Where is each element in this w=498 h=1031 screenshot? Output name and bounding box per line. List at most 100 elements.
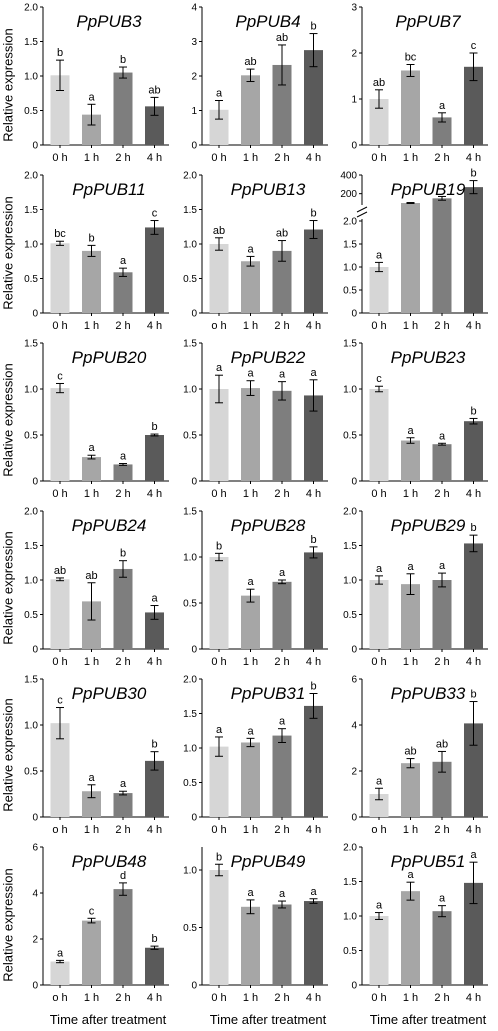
bar (241, 742, 260, 817)
significance-letter: b (310, 534, 316, 546)
panel-title: PpPUB48 (72, 852, 147, 871)
y-axis-label-row-6: Relative expression (0, 850, 16, 1000)
significance-letter: ab (244, 56, 256, 68)
y-tick-label: 2 (351, 767, 357, 778)
bar (304, 901, 323, 985)
significance-letter: b (151, 421, 157, 433)
panel-title: PpPUB13 (231, 180, 306, 199)
y-axis-label-row-5: Relative expression (0, 680, 16, 830)
bar (369, 794, 389, 817)
x-tick-label: 0 h (211, 656, 226, 668)
x-tick-label: 1 h (243, 488, 258, 500)
bar (209, 244, 229, 313)
bar (113, 272, 133, 313)
significance-letter: a (470, 849, 477, 861)
panel-title: PpPUB24 (72, 516, 147, 535)
bar (304, 395, 323, 481)
bar (82, 250, 101, 313)
significance-letter: a (57, 947, 64, 959)
y-tick-label: 0 (32, 981, 38, 992)
significance-letter: d (120, 870, 126, 882)
bar (241, 388, 260, 481)
y-tick-label: 400 (340, 171, 357, 182)
axis-break-mark (356, 211, 368, 218)
y-tick-label: 0 (351, 645, 357, 656)
bar (209, 557, 229, 649)
bar (401, 70, 420, 145)
significance-letter: c (57, 695, 63, 707)
bar (145, 612, 164, 649)
significance-letter: a (88, 772, 95, 784)
significance-letter: b (470, 168, 476, 180)
panel-PpPUB51: 0 0.5 1.0 1.5 2.0 a 0 h a 1 h a 2 h a 4 h PpPUB51 (343, 843, 488, 1004)
significance-letter: a (120, 778, 127, 790)
significance-letter: a (151, 593, 158, 605)
bar (304, 229, 323, 313)
panel-title: PpPUB19 (391, 180, 466, 199)
bar (113, 889, 133, 985)
y-tick-label: 0 (191, 645, 197, 656)
bar (113, 72, 133, 145)
x-tick-label: 2 h (274, 992, 289, 1004)
significance-letter: a (247, 243, 254, 255)
y-tick-label: 200 (340, 189, 357, 200)
significance-letter: b (470, 689, 476, 701)
x-tick-label: 0 h (52, 320, 67, 332)
x-tick-label: 1 h (84, 488, 99, 500)
bar (369, 99, 389, 145)
y-axis-label: Relative expression (0, 363, 16, 477)
panel-title: PpPUB7 (395, 12, 461, 31)
x-tick-label: 1 h (403, 656, 418, 668)
significance-letter: c (152, 208, 158, 220)
bar (304, 552, 323, 649)
bar (241, 75, 260, 145)
x-tick-label: 2 h (434, 488, 449, 500)
significance-letter: b (120, 548, 126, 560)
significance-letter: a (407, 425, 414, 437)
x-tick-label: 2 h (115, 488, 130, 500)
x-tick-label: 0 h (371, 320, 386, 332)
bar (113, 568, 133, 649)
significance-letter: a (247, 368, 254, 380)
bar (464, 187, 483, 313)
x-tick-label: 4 h (147, 152, 162, 164)
x-tick-label: 0 h (211, 824, 226, 836)
significance-letter: c (376, 373, 382, 385)
x-tick-label: 0 h (211, 152, 226, 164)
x-tick-label: 1 h (403, 992, 418, 1004)
panel-title: PpPUB51 (391, 852, 466, 871)
y-tick-label: 2 (191, 72, 197, 83)
y-axis-label: Relative expression (0, 196, 16, 310)
panel-PpPUB28: 0 0.5 1.0 1.5 b 0 h a 1 h a 2 h b 4 h PpPUB28 (183, 507, 328, 668)
y-tick-label: 1.5 (183, 709, 197, 720)
y-tick-label: 1.5 (343, 541, 357, 552)
x-tick-label: 0 h (371, 488, 386, 500)
bar (304, 705, 323, 817)
bar (82, 114, 101, 145)
bar (369, 916, 389, 985)
y-tick-label: 0 (191, 981, 197, 992)
bar (464, 723, 483, 817)
panel-PpPUB30: 0 0.5 1.0 1.5 c o h a 1 h a 2 h b 4 h PpPUB30 (24, 675, 169, 836)
significance-letter: a (439, 560, 446, 572)
y-tick-label: 0 (351, 477, 357, 488)
significance-letter: a (376, 775, 383, 787)
y-axis-label-row-2: Relative expression (0, 178, 16, 328)
bar (272, 904, 292, 985)
y-tick-label: 0 (191, 813, 197, 824)
bar (432, 761, 452, 817)
x-tick-label: 2 h (115, 320, 130, 332)
y-tick-label: 0.5 (343, 286, 357, 297)
panel-PpPUB4: 0 1 2 3 4 a 0 h ab 1 h ab 2 h b 4 h PpPUB4 (191, 3, 328, 164)
bar (369, 267, 389, 313)
significance-letter: b (216, 851, 222, 863)
significance-letter: a (120, 255, 127, 267)
significance-letter: a (216, 724, 223, 736)
significance-letter: a (439, 893, 446, 905)
x-tick-label: 2 h (434, 992, 449, 1004)
y-tick-label: 0 (32, 645, 38, 656)
panel-title: PpPUB30 (72, 684, 147, 703)
y-tick-label: 1.5 (24, 205, 38, 216)
significance-letter: b (310, 208, 316, 220)
bar (145, 227, 164, 313)
